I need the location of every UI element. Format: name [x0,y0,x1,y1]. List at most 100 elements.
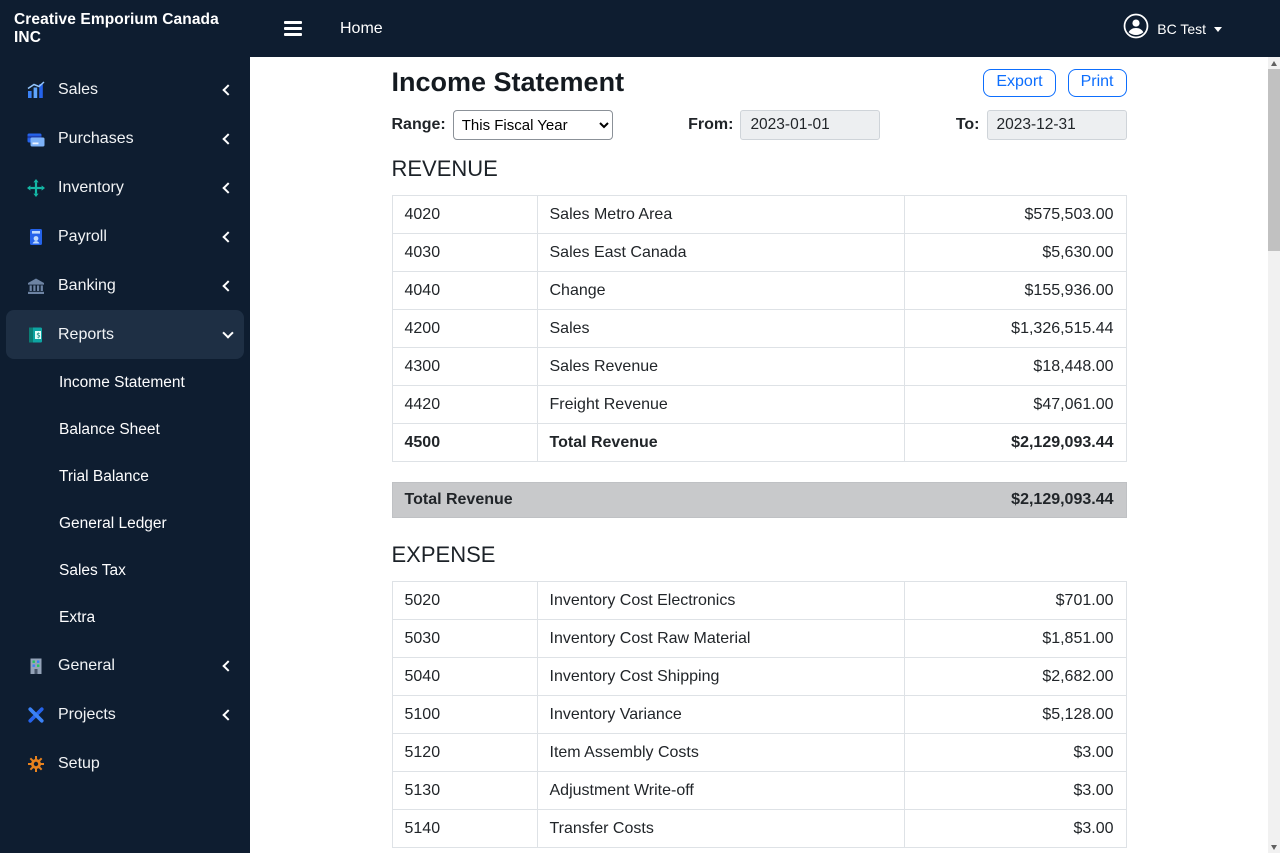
sidebar-item-banking[interactable]: Banking [0,261,250,310]
nav-home-link[interactable]: Home [340,19,383,37]
account-number: 5140 [391,809,538,848]
account-description: Item Assembly Costs [536,733,905,772]
user-menu[interactable]: BC Test [1123,13,1280,44]
account-amount: $1,326,515.44 [903,309,1127,348]
table-row: 5130 Adjustment Write-off $3.00 [391,771,1127,810]
sidebar-item-sales-tax[interactable]: Sales Tax [59,561,126,579]
table-row: 4500 Total Revenue $2,129,093.44 [391,423,1127,462]
sidebar-item-label: Reports [58,325,115,343]
sidebar-item-label: Sales [58,80,99,98]
sidebar-item-inventory[interactable]: Inventory [0,163,250,212]
table-row: 5120 Item Assembly Costs $3.00 [391,733,1127,772]
account-description: Transfer Costs [536,809,905,848]
sidebar-item-label: Projects [58,705,116,723]
sidebar-item-label: Purchases [58,129,134,147]
summary-amount: $2,129,093.44 [1011,491,1114,508]
vertical-scrollbar[interactable] [1268,57,1280,853]
account-description: Total Revenue [536,423,905,462]
account-amount: $575,503.00 [903,195,1127,234]
sidebar-item-balance-sheet[interactable]: Balance Sheet [59,420,160,438]
page-title: Income Statement [391,67,625,97]
building-icon [26,656,46,676]
sidebar-item-purchases[interactable]: Purchases [0,114,250,163]
scroll-down-arrow-icon[interactable] [1268,841,1280,853]
table-row: 5100 Inventory Variance $5,128.00 [391,695,1127,734]
chevron-left-icon [222,230,234,243]
account-description: Inventory Cost Shipping [536,657,905,696]
account-description: Sales Metro Area [536,195,905,234]
table-row: 4200 Sales $1,326,515.44 [391,309,1127,348]
account-number: 4040 [391,271,538,310]
sidebar-item-label: Banking [58,276,116,294]
table-row: 5020 Inventory Cost Electronics $701.00 [391,581,1127,620]
account-description: Freight Revenue [536,385,905,424]
to-date-input[interactable] [986,110,1127,140]
account-amount: $5,630.00 [903,233,1127,272]
sidebar-item-extra[interactable]: Extra [59,608,96,626]
move-cross-icon [26,178,46,198]
account-description: Change [536,271,905,310]
account-number: 4030 [391,233,538,272]
account-number: 5100 [391,695,538,734]
sidebar-item-payroll[interactable]: Payroll [0,212,250,261]
ledger-book-icon [26,227,46,247]
chevron-left-icon [222,279,234,292]
total-revenue-summary: Total Revenue $2,129,093.44 [391,482,1127,518]
bar-chart-icon [26,80,46,100]
account-amount: $47,061.00 [903,385,1127,424]
revenue-section-heading: REVENUE [391,156,498,181]
hamburger-menu-icon[interactable] [280,17,306,40]
sidebar-item-income-statement[interactable]: Income Statement [59,373,185,391]
main-content: Income Statement Export Print Range: Thi… [250,0,1268,853]
account-amount: $3.00 [903,809,1127,848]
sidebar-item-label: Payroll [58,227,107,245]
print-button[interactable]: Print [1067,68,1127,97]
account-description: Inventory Cost Electronics [536,581,905,620]
account-number: 4420 [391,385,538,424]
account-number: 4200 [391,309,538,348]
account-amount: $3.00 [903,771,1127,810]
sidebar-item-general-ledger[interactable]: General Ledger [59,514,167,532]
sidebar-item-general[interactable]: General [0,641,250,690]
sidebar-item-setup[interactable]: Setup [0,739,250,788]
table-row: 5140 Transfer Costs $3.00 [391,809,1127,848]
table-row: 4020 Sales Metro Area $575,503.00 [391,195,1127,234]
sidebar: Sales Purchases [0,57,250,853]
scroll-up-arrow-icon[interactable] [1268,57,1280,69]
account-description: Sales [536,309,905,348]
chevron-left-icon [222,708,234,721]
scrollbar-thumb[interactable] [1268,69,1280,251]
account-amount: $2,129,093.44 [903,423,1127,462]
user-name-label: BC Test [1157,20,1206,37]
chevron-left-icon [222,181,234,194]
table-row: 4030 Sales East Canada $5,630.00 [391,233,1127,272]
top-navigation: Home [250,17,1123,40]
range-label: Range: [391,116,446,133]
range-select[interactable]: This Fiscal Year [452,110,613,140]
account-amount: $155,936.00 [903,271,1127,310]
account-description: Inventory Variance [536,695,905,734]
brand-title: Creative Emporium Canada INC [14,10,219,46]
chevron-left-icon [222,83,234,96]
account-number: 5030 [391,619,538,658]
sidebar-item-trial-balance[interactable]: Trial Balance [59,467,149,485]
sidebar-item-sales[interactable]: Sales [0,65,250,114]
revenue-table: 4020 Sales Metro Area $575,503.00 4030 S… [391,195,1127,462]
expense-table: 5020 Inventory Cost Electronics $701.00 … [391,581,1127,848]
account-description: Inventory Cost Raw Material [536,619,905,658]
account-description: Adjustment Write-off [536,771,905,810]
sidebar-item-projects[interactable]: Projects [0,690,250,739]
chevron-left-icon [222,659,234,672]
sidebar-item-reports[interactable]: $ Reports [6,310,244,359]
filter-row: Range: This Fiscal Year From: To: [392,110,1127,140]
sidebar-item-label: Inventory [58,178,124,196]
export-button[interactable]: Export [983,68,1056,97]
account-amount: $5,128.00 [903,695,1127,734]
account-number: 5020 [391,581,538,620]
table-row: 5040 Inventory Cost Shipping $2,682.00 [391,657,1127,696]
caret-down-icon [1214,27,1222,32]
from-date-input[interactable] [740,110,881,140]
from-label: From: [688,116,734,133]
table-row: 4300 Sales Revenue $18,448.00 [391,347,1127,386]
chevron-left-icon [222,132,234,145]
